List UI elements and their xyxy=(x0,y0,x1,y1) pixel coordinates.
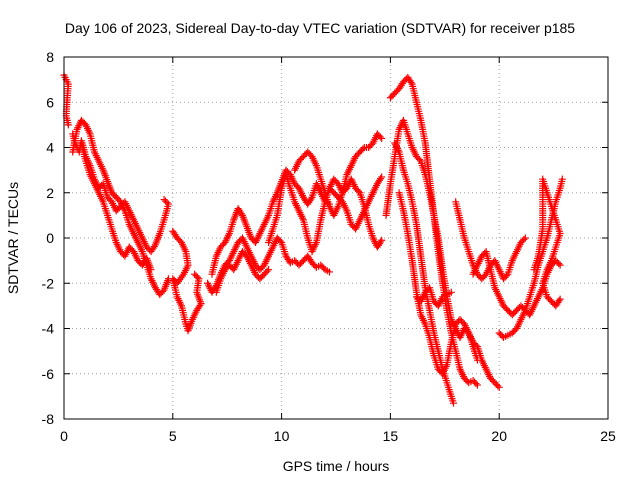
data-point-marker xyxy=(556,295,564,303)
plot-frame xyxy=(63,56,609,420)
data-point-marker xyxy=(558,175,566,183)
series-track-20 xyxy=(530,175,564,310)
data-point-marker xyxy=(378,236,386,244)
data-point-marker xyxy=(473,356,481,364)
data-point-marker xyxy=(263,267,271,275)
y-tick-label: 6 xyxy=(46,94,54,110)
series-track-7 xyxy=(208,166,333,278)
series-track-18 xyxy=(469,248,564,319)
data-point-marker xyxy=(555,260,563,268)
data-point-marker xyxy=(150,242,158,250)
data-point-marker xyxy=(472,380,480,388)
x-tick-label: 15 xyxy=(383,428,399,444)
data-point-marker xyxy=(359,145,367,153)
x-tick-label: 25 xyxy=(600,428,616,444)
data-point-marker xyxy=(555,297,563,305)
y-tick-label: 8 xyxy=(46,49,54,65)
axis-ticks: 0 5 10 15 20 25 -8 -6 -4 -2 0 2 4 6 8 xyxy=(42,49,616,444)
series-track-13 xyxy=(386,73,481,389)
y-tick-label: -2 xyxy=(42,275,55,291)
data-point-marker xyxy=(354,187,362,195)
y-tick-label: -4 xyxy=(42,321,55,337)
data-point-marker xyxy=(276,237,284,245)
series-track-8 xyxy=(212,248,273,296)
series-track-11 xyxy=(325,173,386,233)
data-point-marker xyxy=(64,121,72,129)
data-point-marker xyxy=(325,268,333,276)
data-point-marker xyxy=(377,238,385,246)
data-point-marker xyxy=(376,133,384,141)
y-axis-label: SDTVAR / TECUs xyxy=(5,182,21,294)
data-point-marker xyxy=(450,399,458,407)
data-point-marker xyxy=(378,173,386,181)
series-track-5 xyxy=(169,227,205,335)
data-point-marker xyxy=(378,134,386,142)
data-point-marker xyxy=(407,78,415,86)
data-point-marker xyxy=(502,272,510,280)
x-axis-label: GPS time / hours xyxy=(283,458,390,474)
y-tick-label: -8 xyxy=(42,411,55,427)
data-point-marker xyxy=(162,197,170,205)
data-point-marker xyxy=(307,195,315,203)
y-tick-label: 2 xyxy=(46,185,54,201)
chart-title: Day 106 of 2023, Sidereal Day-to-day VTE… xyxy=(65,20,575,36)
data-point-marker xyxy=(237,210,245,218)
data-point-marker xyxy=(495,383,503,391)
data-point-marker xyxy=(520,236,528,244)
data-point-marker xyxy=(556,261,564,269)
y-tick-label: 4 xyxy=(46,140,54,156)
data-point-marker xyxy=(160,196,168,204)
data-point-marker xyxy=(415,156,423,164)
series-track-15 xyxy=(395,189,481,378)
series-track-9 xyxy=(265,171,386,256)
y-tick-label: 0 xyxy=(46,230,54,246)
x-tick-label: 20 xyxy=(491,428,507,444)
data-point-marker xyxy=(147,266,155,274)
x-tick-label: 10 xyxy=(274,428,290,444)
data-point-marker xyxy=(473,381,481,389)
data-point-marker xyxy=(494,382,502,390)
series-track-10 xyxy=(291,130,386,219)
data-point-marker xyxy=(521,234,529,242)
series-track-4 xyxy=(77,139,155,274)
series-track-1 xyxy=(60,71,72,129)
data-point-marker xyxy=(191,270,199,278)
data-point-marker xyxy=(377,175,385,183)
y-tick-label: -6 xyxy=(42,366,55,382)
series-track-16 xyxy=(413,284,455,310)
x-tick-label: 5 xyxy=(169,428,177,444)
series-track-3 xyxy=(69,116,172,299)
series-track-6 xyxy=(204,234,333,296)
data-point-marker xyxy=(192,272,200,280)
data-point-marker xyxy=(265,266,273,274)
data-point-marker xyxy=(447,288,455,296)
x-tick-label: 0 xyxy=(60,428,68,444)
data-point-marker xyxy=(320,264,328,272)
data-markers xyxy=(60,71,566,407)
